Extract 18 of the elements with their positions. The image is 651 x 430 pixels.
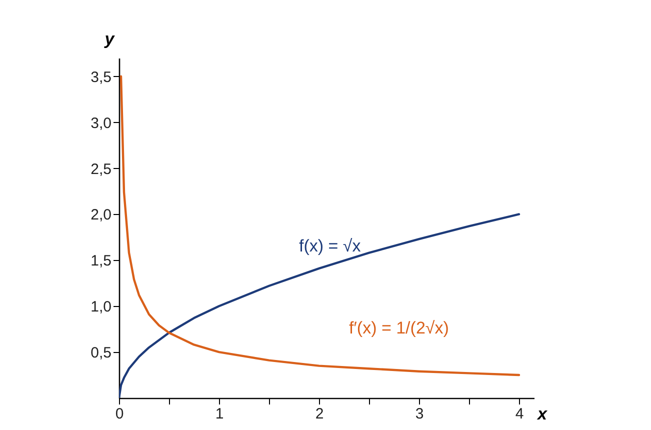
series-label: f′(x) = 1/(2√x) <box>349 318 449 338</box>
y-tick-label: 3,5 <box>90 68 112 86</box>
line-series <box>120 75 520 376</box>
line-series <box>119 213 520 398</box>
x-axis-title: x <box>536 404 548 424</box>
series-label: f(x) = √x <box>299 236 362 256</box>
x-tick-label: 3 <box>415 406 424 422</box>
y-tick-label: 1,5 <box>90 252 112 270</box>
y-tick-label: 2,5 <box>90 160 112 178</box>
y-axis-title: y <box>104 30 116 48</box>
y-tick-label: 1,0 <box>90 298 112 316</box>
x-tick-label: 2 <box>315 406 324 422</box>
y-tick-label: 3,0 <box>90 114 112 132</box>
x-tick-label: 4 <box>515 406 524 422</box>
x-tick-label: 1 <box>215 406 224 422</box>
x-tick-label: 0 <box>115 406 124 422</box>
y-tick-label: 2,0 <box>90 206 112 224</box>
y-tick-label: 0,5 <box>90 344 112 362</box>
